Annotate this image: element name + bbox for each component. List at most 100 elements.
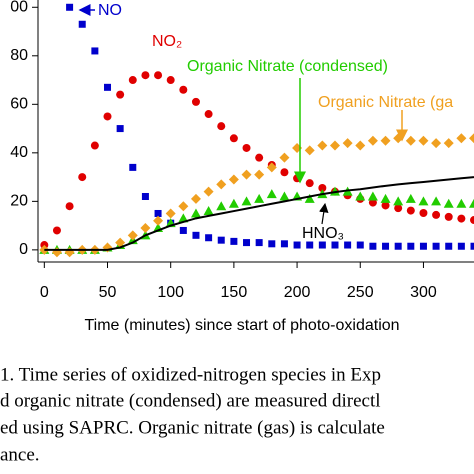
marker (153, 215, 164, 226)
marker (382, 242, 390, 250)
marker (280, 168, 289, 177)
marker (470, 242, 474, 250)
marker (344, 241, 352, 249)
caption-line: d organic nitrate (condensed) are measur… (0, 390, 381, 411)
marker (241, 169, 252, 180)
x-tick-label: 150 (221, 284, 248, 301)
marker (456, 133, 467, 144)
marker (432, 242, 440, 250)
marker (65, 202, 74, 211)
marker (405, 193, 416, 203)
marker (241, 196, 252, 206)
marker (254, 169, 265, 180)
marker (104, 83, 112, 91)
marker (367, 135, 378, 146)
marker (141, 71, 150, 80)
annotation: NO (98, 2, 122, 19)
marker (356, 241, 364, 249)
marker (369, 242, 377, 250)
marker (329, 140, 340, 151)
marker (280, 240, 288, 248)
marker (203, 186, 214, 197)
x-tick-label: 100 (157, 284, 184, 301)
marker (456, 198, 467, 208)
marker (407, 242, 415, 250)
marker (90, 141, 99, 150)
marker (331, 241, 339, 249)
marker (228, 198, 239, 208)
x-tick-label: 300 (410, 284, 437, 301)
marker (432, 210, 441, 219)
marker (304, 145, 315, 156)
marker (381, 201, 390, 210)
marker (205, 234, 213, 242)
marker (78, 20, 86, 28)
marker (216, 201, 227, 211)
marker (266, 189, 277, 199)
marker (91, 47, 99, 55)
marker (380, 135, 391, 146)
marker (179, 85, 188, 94)
x-tick-label: 0 (40, 284, 49, 301)
marker (431, 138, 442, 149)
marker (165, 208, 176, 219)
marker (217, 236, 225, 244)
marker (444, 212, 453, 221)
marker (393, 196, 404, 206)
marker (51, 247, 62, 258)
marker (266, 162, 277, 173)
annotation: Organic Nitrate (ga (318, 94, 453, 111)
marker (228, 174, 239, 185)
marker (127, 230, 138, 241)
caption-line: ance. (0, 444, 40, 465)
marker (418, 135, 429, 146)
marker (116, 125, 124, 133)
marker (203, 206, 214, 216)
marker (469, 198, 474, 208)
marker (140, 223, 151, 234)
caption-line: 1. Time series of oxidized-nitrogen spec… (0, 364, 381, 385)
arrow (319, 202, 329, 225)
marker (255, 239, 263, 247)
x-axis-label: Time (minutes) since start of photo-oxid… (84, 317, 399, 334)
marker (78, 173, 87, 182)
y-tick-label: 00 (10, 0, 28, 16)
y-tick-label: 0 (19, 241, 28, 258)
marker (445, 242, 453, 250)
marker (216, 179, 227, 190)
annotation: NO₂ (152, 33, 182, 50)
marker (394, 242, 402, 250)
marker (191, 97, 200, 106)
caption-line: ed using SAPRC. Organic nitrate (gas) is… (0, 417, 385, 438)
marker (230, 237, 238, 245)
y-tick-label: 80 (10, 47, 28, 64)
marker (367, 191, 378, 201)
marker (394, 204, 403, 213)
marker (279, 152, 290, 163)
marker (154, 209, 162, 217)
marker (166, 76, 175, 85)
x-tick-label: 250 (347, 284, 374, 301)
marker (192, 231, 200, 239)
marker (178, 201, 189, 212)
marker (242, 143, 251, 152)
marker (128, 76, 137, 85)
marker (305, 179, 314, 188)
marker (154, 71, 163, 80)
annotation: HNO₃ (302, 225, 344, 242)
marker (217, 122, 226, 131)
marker (443, 198, 454, 208)
marker (243, 239, 251, 247)
marker (179, 226, 187, 234)
marker (279, 191, 290, 201)
marker (254, 193, 265, 203)
marker (255, 153, 264, 162)
line (44, 176, 474, 251)
marker (190, 208, 201, 218)
y-tick-label: 60 (10, 96, 28, 113)
marker (64, 247, 75, 258)
marker (306, 241, 314, 249)
marker (178, 213, 189, 223)
marker (293, 241, 301, 249)
